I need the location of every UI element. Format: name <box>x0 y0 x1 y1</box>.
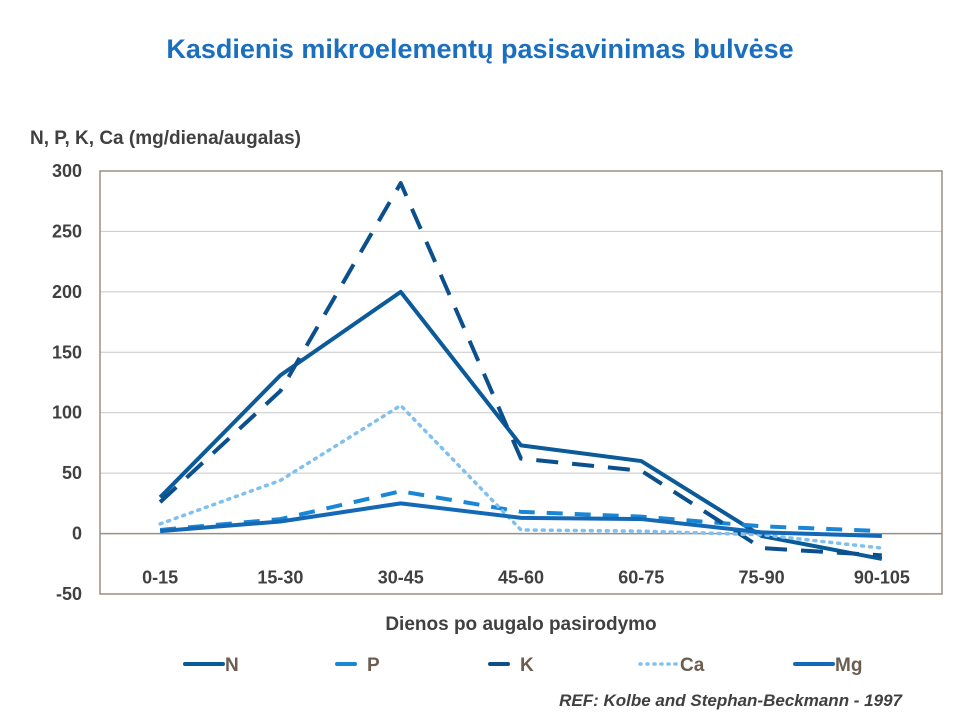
series-line-p <box>159 489 882 534</box>
legend-label-k: K <box>520 655 534 676</box>
y-tick-label: 200 <box>52 282 82 302</box>
legend-label-mg: Mg <box>835 655 862 676</box>
x-axis-label: Dienos po augalo pasirodymo <box>385 614 657 635</box>
plot-border <box>99 170 943 595</box>
x-tick-label: 60-75 <box>618 568 664 588</box>
y-tick-label: 100 <box>52 403 82 423</box>
reference-note: REF: Kolbe and Stephan-Beckmann - 1997 <box>559 691 902 710</box>
x-tick-label: 75-90 <box>739 568 785 588</box>
x-tick-label: 45-60 <box>498 568 544 588</box>
x-tick-label: 30-45 <box>378 568 424 588</box>
y-tick-label: 50 <box>62 463 82 483</box>
x-tick-label: 0-15 <box>142 568 178 588</box>
series-line-k <box>158 181 882 558</box>
legend-label-ca: Ca <box>680 655 705 676</box>
y-tick-label: 150 <box>52 342 82 362</box>
y-tick-label: -50 <box>56 584 82 604</box>
y-tick-label: 300 <box>52 161 82 181</box>
legend-label-n: N <box>225 655 239 676</box>
y-axis-label: N, P, K, Ca (mg/diena/augalas) <box>30 128 302 149</box>
legend-label-p: P <box>367 655 380 676</box>
chart-title: Kasdienis mikroelementų pasisavinimas bu… <box>166 34 794 64</box>
y-tick-label: 250 <box>52 221 82 241</box>
y-tick-label: 0 <box>72 524 82 544</box>
x-tick-label: 90-105 <box>854 568 910 588</box>
x-tick-label: 15-30 <box>257 568 303 588</box>
